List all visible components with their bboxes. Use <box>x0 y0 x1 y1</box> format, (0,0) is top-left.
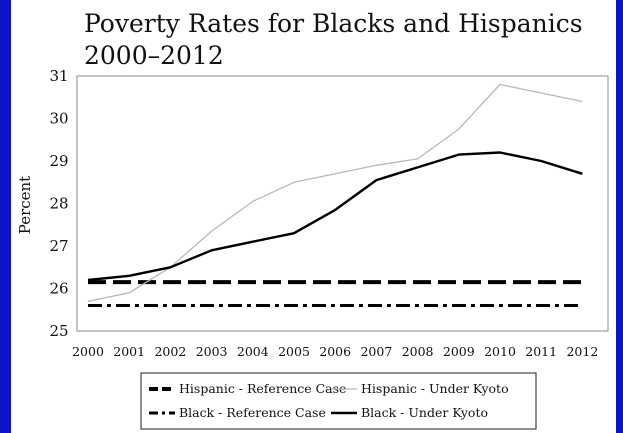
y-axis-label: Percent <box>16 176 34 234</box>
y-tick-label: 28 <box>49 195 68 213</box>
series-layer <box>87 83 583 307</box>
x-tick-label: 2012 <box>566 344 598 359</box>
x-tick-label: 2003 <box>196 344 228 359</box>
x-tick-label: 2010 <box>484 344 516 359</box>
chart-subtitle: 2000–2012 <box>84 41 224 70</box>
x-tick-label: 2001 <box>113 344 145 359</box>
legend-label: Hispanic - Under Kyoto <box>361 381 509 396</box>
chart-panel: Poverty Rates for Blacks and Hispanics 2… <box>11 0 616 433</box>
y-tick-label: 26 <box>49 280 68 298</box>
y-tick-label: 29 <box>49 152 68 170</box>
legend: Hispanic - Reference Case Hispanic - Unde… <box>140 372 537 430</box>
x-tick-label: 2011 <box>525 344 557 359</box>
y-tick-label: 31 <box>49 67 68 85</box>
x-tick-label: 2007 <box>360 344 392 359</box>
axes: 25 26 27 28 29 30 31 2000 2001 2002 2003 2004 2005 20… <box>49 67 609 359</box>
chart-title: Poverty Rates for Blacks and Hispanics <box>84 9 583 38</box>
legend-box <box>140 372 537 430</box>
x-tick-label: 2006 <box>319 344 351 359</box>
y-tick-label: 27 <box>49 237 68 255</box>
x-tick-label: 2004 <box>237 344 269 359</box>
plot-frame <box>76 75 609 332</box>
x-tick-label: 2008 <box>402 344 434 359</box>
legend-label: Black - Under Kyoto <box>361 405 488 420</box>
x-tick-label: 2009 <box>443 344 475 359</box>
line-chart: Poverty Rates for Blacks and Hispanics 2… <box>16 9 609 430</box>
series-line-4 <box>87 151 583 282</box>
x-tick-label: 2000 <box>72 344 104 359</box>
y-tick-label: 25 <box>49 322 68 340</box>
legend-label: Black - Reference Case <box>179 405 326 420</box>
x-tick-label: 2002 <box>154 344 186 359</box>
y-tick-label: 30 <box>49 110 68 128</box>
legend-label: Hispanic - Reference Case <box>179 381 346 396</box>
x-tick-label: 2005 <box>278 344 310 359</box>
